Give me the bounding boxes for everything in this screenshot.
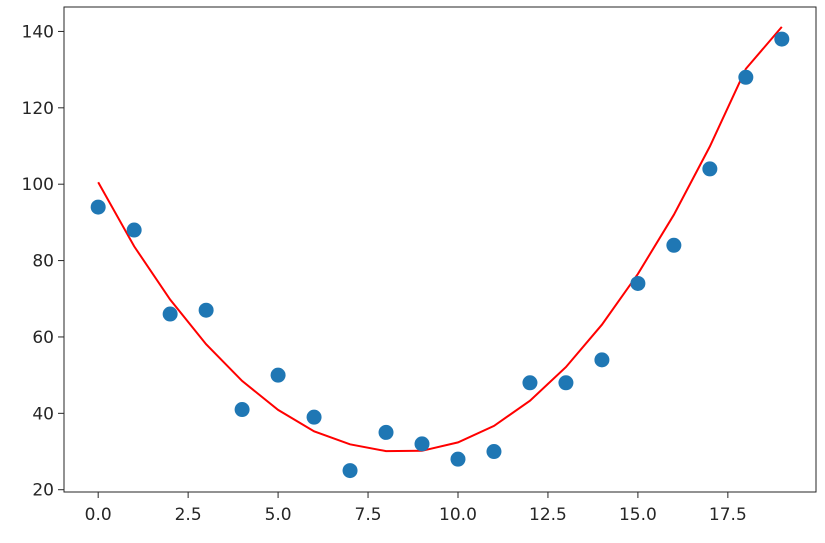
x-tick-label: 2.5 xyxy=(175,505,202,525)
y-tick-label: 100 xyxy=(22,175,54,195)
data-point xyxy=(234,402,250,418)
y-tick-label: 120 xyxy=(22,99,54,119)
x-tick-label: 12.5 xyxy=(529,505,567,525)
data-point xyxy=(558,375,574,391)
data-point xyxy=(90,199,106,215)
y-tick-label: 20 xyxy=(32,481,54,501)
y-tick-label: 80 xyxy=(32,252,54,272)
data-point xyxy=(486,444,502,460)
data-point xyxy=(702,161,718,177)
y-axis-ticks: 20 40 60 80 100 120 140 xyxy=(22,22,64,501)
data-point xyxy=(306,409,322,425)
data-point xyxy=(666,237,682,253)
data-point xyxy=(162,306,178,322)
plot-area xyxy=(63,6,817,493)
data-point xyxy=(630,275,646,291)
x-tick-label: 15.0 xyxy=(619,505,657,525)
data-point xyxy=(522,375,538,391)
data-point xyxy=(270,367,286,383)
x-tick-label: 17.5 xyxy=(709,505,747,525)
y-tick-label: 140 xyxy=(22,22,54,42)
data-point xyxy=(450,451,466,467)
fit-line xyxy=(97,26,783,453)
data-point xyxy=(126,222,142,238)
x-tick-label: 0.0 xyxy=(85,505,112,525)
y-tick-label: 40 xyxy=(32,404,54,424)
data-point xyxy=(342,463,358,479)
data-point xyxy=(738,69,754,85)
y-tick-label: 60 xyxy=(32,328,54,348)
data-point xyxy=(198,302,214,318)
x-tick-label: 5.0 xyxy=(265,505,292,525)
x-tick-label: 10.0 xyxy=(439,505,477,525)
data-point xyxy=(414,436,430,452)
data-point xyxy=(594,352,610,368)
x-axis-ticks: 0.0 2.5 5.0 7.5 10.0 12.5 15.0 17.5 xyxy=(85,492,747,525)
data-point xyxy=(774,31,790,47)
data-point xyxy=(378,424,394,440)
series-layer xyxy=(90,26,790,479)
x-tick-label: 7.5 xyxy=(355,505,382,525)
